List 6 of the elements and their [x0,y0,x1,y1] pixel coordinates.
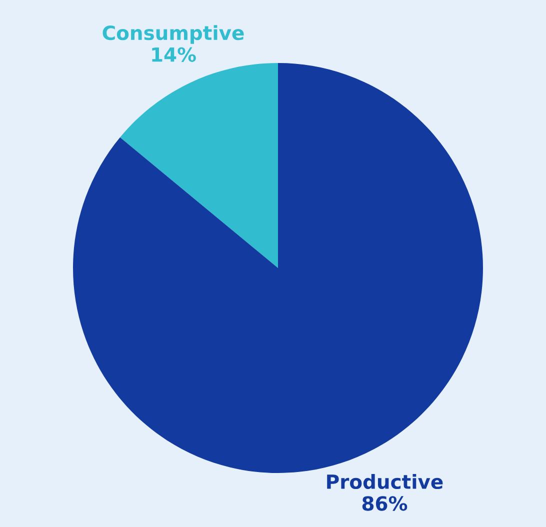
data-label: 14% [152,47,196,62]
data-label: 86% [362,496,408,511]
slice-label: Consumptive [102,25,244,44]
pie-slice [120,63,278,268]
pie-slice [73,63,483,473]
slice-label: Productive [327,474,443,490]
